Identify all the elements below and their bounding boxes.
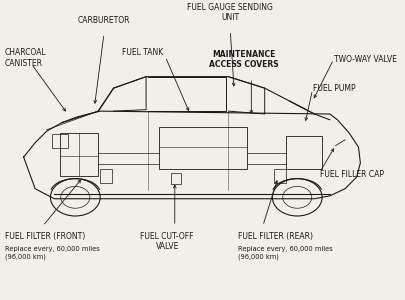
Text: CHARCOAL
CANISTER: CHARCOAL CANISTER bbox=[4, 48, 46, 68]
Text: Replace every, 60,000 miles
(96,000 km): Replace every, 60,000 miles (96,000 km) bbox=[237, 246, 332, 260]
Text: FUEL GAUGE SENDING
UNIT: FUEL GAUGE SENDING UNIT bbox=[187, 3, 273, 22]
Bar bbox=[52, 134, 68, 148]
Text: TWO-WAY VALVE: TWO-WAY VALVE bbox=[333, 55, 396, 64]
Bar bbox=[100, 169, 111, 183]
Text: FUEL CUT-OFF
VALVE: FUEL CUT-OFF VALVE bbox=[140, 232, 194, 251]
Bar bbox=[159, 127, 247, 169]
Text: FUEL FILLER CAP: FUEL FILLER CAP bbox=[320, 170, 383, 179]
Text: FUEL TANK: FUEL TANK bbox=[122, 47, 162, 56]
Bar bbox=[60, 133, 98, 176]
Text: FUEL FILTER (REAR): FUEL FILTER (REAR) bbox=[237, 232, 312, 241]
Bar bbox=[171, 173, 180, 184]
Text: CARBURETOR: CARBURETOR bbox=[78, 16, 130, 25]
Bar bbox=[274, 169, 285, 183]
Text: FUEL FILTER (FRONT): FUEL FILTER (FRONT) bbox=[4, 232, 85, 241]
Bar bbox=[285, 136, 321, 169]
Text: MAINTENANCE
ACCESS COVERS: MAINTENANCE ACCESS COVERS bbox=[208, 50, 278, 70]
Text: FUEL PUMP: FUEL PUMP bbox=[312, 84, 354, 93]
Text: Replace every, 60,000 miles
(96,000 km): Replace every, 60,000 miles (96,000 km) bbox=[4, 246, 99, 260]
